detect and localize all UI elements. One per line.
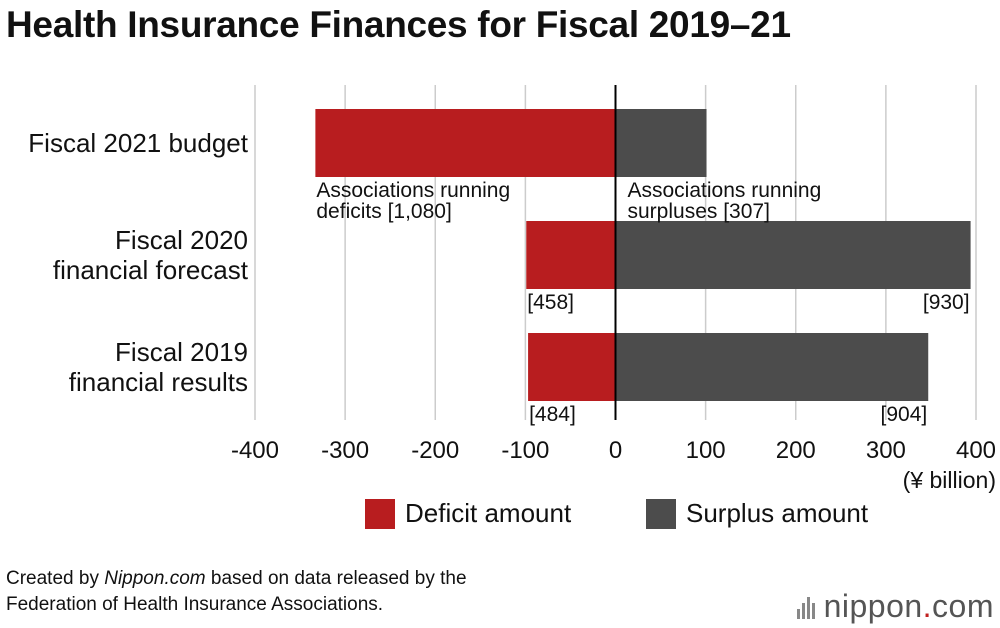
annotation-deficit: [458]: [527, 291, 574, 314]
category-label-line: Fiscal 2021 budget: [28, 128, 248, 158]
annotation-line: [458]: [527, 291, 574, 314]
source-prefix: Created by: [6, 568, 105, 589]
legend-label-surplus: Surplus amount: [686, 498, 869, 528]
legend-label-deficit: Deficit amount: [405, 498, 572, 528]
source-name: Nippon.com: [104, 568, 206, 589]
annotation-surplus: [930]: [923, 291, 970, 314]
source-suffix: based on data released by the: [205, 568, 467, 589]
bar-deficit: [526, 221, 616, 289]
category-label: Fiscal 2021 budget: [28, 128, 248, 158]
chart-title: Health Insurance Finances for Fiscal 201…: [6, 4, 791, 45]
annotation-deficit: [484]: [529, 403, 576, 426]
legend: Deficit amount Surplus amount: [0, 498, 1000, 538]
bar-chart: Fiscal 2021 budget Fiscal 2020 financial f…: [28, 85, 996, 493]
category-label-line: Fiscal 2020: [115, 225, 248, 255]
category-label: Fiscal 2019 financial results: [69, 337, 248, 397]
category-label-line: financial results: [69, 367, 248, 397]
bar-surplus: [615, 109, 707, 177]
legend-swatch-surplus: [646, 498, 676, 529]
x-axis-label: (¥ billion): [903, 467, 996, 493]
x-tick-label: 400: [956, 437, 996, 464]
x-tick-label: 100: [686, 437, 726, 464]
annotation-line: Associations running: [628, 179, 822, 202]
bar-annotations: Associations running deficits [1,080]Asso…: [316, 179, 969, 426]
x-tick-label: -300: [321, 437, 369, 464]
annotation-line: [904]: [881, 403, 928, 426]
annotation-line: surpluses [307]: [628, 200, 770, 223]
x-tick-label: 300: [866, 437, 906, 464]
x-tick-label: -200: [411, 437, 459, 464]
x-tick-label: 0: [609, 437, 622, 464]
logo-tld: com: [932, 588, 994, 624]
category-label-line: financial forecast: [53, 255, 249, 285]
annotation-surplus: [904]: [881, 403, 928, 426]
x-axis-ticks: -400 -300 -200 -100 0 100 200 300 400: [231, 437, 996, 464]
annotation-surplus: Associations running surpluses [307]: [628, 179, 822, 223]
x-tick-label: -100: [501, 437, 549, 464]
logo-name: nippon: [823, 588, 923, 624]
source-line-2: Federation of Health Insurance Associati…: [6, 594, 384, 615]
bars: [315, 109, 971, 401]
bar-deficit: [528, 333, 616, 401]
annotation-line: [930]: [923, 291, 970, 314]
annotation-line: Associations running: [316, 179, 510, 202]
category-label-line: Fiscal 2019: [115, 337, 248, 367]
x-tick-label: 200: [776, 437, 816, 464]
bar-surplus: [615, 221, 971, 289]
logo-bars-icon: [796, 595, 817, 619]
bar-surplus: [615, 333, 929, 401]
legend-swatch-deficit: [365, 498, 395, 529]
category-labels: Fiscal 2021 budget Fiscal 2020 financial f…: [28, 128, 248, 397]
category-label: Fiscal 2020 financial forecast: [53, 225, 249, 285]
nippon-logo: nippon. com: [796, 588, 994, 625]
x-tick-label: -400: [231, 437, 279, 464]
bar-deficit: [315, 109, 616, 177]
source-note: Created by Nippon.com based on data rele…: [6, 566, 467, 618]
annotation-line: [484]: [529, 403, 576, 426]
legend-item-deficit: Deficit amount: [365, 498, 571, 529]
annotation-line: deficits [1,080]: [316, 200, 451, 223]
annotation-deficit: Associations running deficits [1,080]: [316, 179, 510, 223]
logo-dot: .: [922, 588, 933, 624]
legend-item-surplus: Surplus amount: [646, 498, 868, 529]
